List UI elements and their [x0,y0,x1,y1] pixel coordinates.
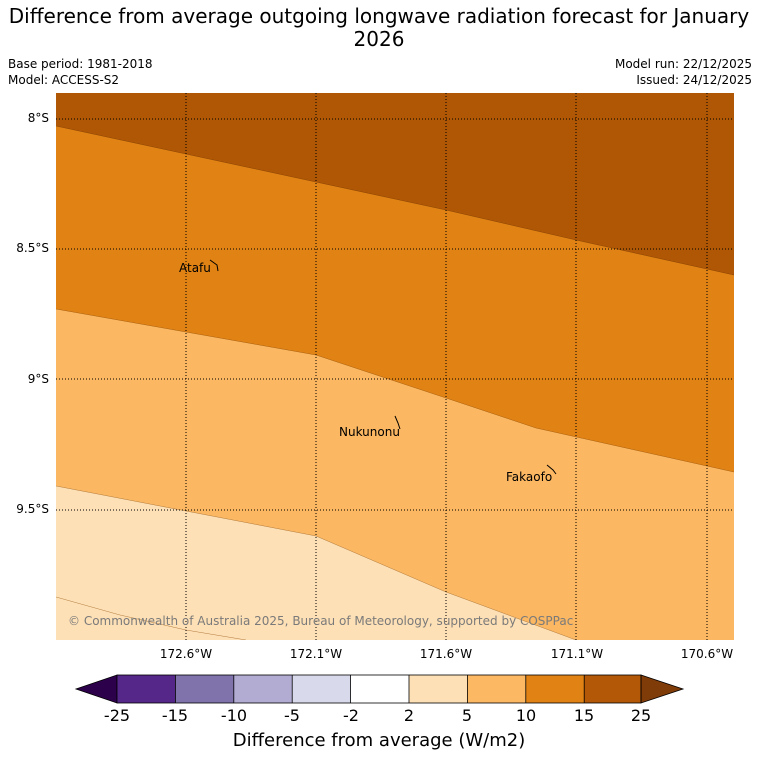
contour-line [56,485,577,640]
lon-label: 171.1°W [550,647,604,661]
anomaly-fields [56,93,734,640]
colorbar-label: Difference from average (W/m2) [232,730,526,751]
colorbar-tick: -25 [103,706,131,725]
colorbar-tick: -5 [284,706,300,725]
chart-title: Difference from average outgoing longwav… [8,4,750,51]
meta-left: Base period: 1981-2018 Model: ACCESS-S2 [8,56,153,88]
lat-label: 8.5°S [16,241,49,255]
fakaofo-island [546,464,557,475]
colorbar-swatch [409,675,468,703]
colorbar-swatch [525,675,585,703]
lat-label: 9°S [27,372,49,386]
colorbar-swatch [467,675,526,703]
lon-label: 170.6°W [680,647,734,661]
contour-line [56,308,734,473]
model-name: Model: ACCESS-S2 [8,73,120,87]
colorbar-tick: 15 [573,706,595,725]
contour-line [56,125,734,276]
colorbar-tick: 10 [515,706,537,725]
nukunonu-island [394,415,401,430]
copyright-notice: © Commonwealth of Australia 2025, Bureau… [68,614,574,628]
colorbar-swatch [584,675,641,703]
lat-label: 9.5°S [16,502,49,516]
lon-label: 172.1°W [289,647,343,661]
meta-right: Model run: 22/12/2025 Issued: 24/12/2025 [615,56,752,88]
colorbar-swatch [175,675,234,703]
colorbar-tick: 2 [403,706,415,725]
model-run: Model run: 22/12/2025 [614,57,752,71]
colorbar-extend-high [640,674,685,704]
atafu-island [209,259,219,272]
colorbar [74,674,685,704]
base-period: Base period: 1981-2018 [8,57,153,71]
lat-label: 8°S [27,111,49,125]
colorbar-tick: 25 [630,706,652,725]
colorbar-swatch [350,675,409,703]
band-2-5 [56,486,576,640]
colorbar-swatch [233,675,293,703]
issued-date: Issued: 24/12/2025 [636,73,752,87]
colorbar-tick: 5 [461,706,473,725]
colorbar-tick: -10 [220,706,248,725]
colorbar-frame [116,674,642,704]
place-atafu: Atafu [179,261,211,275]
island-outlines [209,259,557,475]
colorbar-tick: -15 [161,706,189,725]
place-nukunonu: Nukunonu [339,425,400,439]
lon-label: 171.6°W [419,647,473,661]
contour-line [56,596,247,640]
colorbar-swatch [117,675,176,703]
place-fakaofo: Fakaofo [506,470,553,484]
colorbar-extend-low [74,674,118,704]
colorbar-tick: -2 [343,706,359,725]
colorbar-swatch [292,675,351,703]
lon-label: 172.6°W [159,647,213,661]
band-bottom-light [56,597,246,640]
gridlines [56,93,734,640]
